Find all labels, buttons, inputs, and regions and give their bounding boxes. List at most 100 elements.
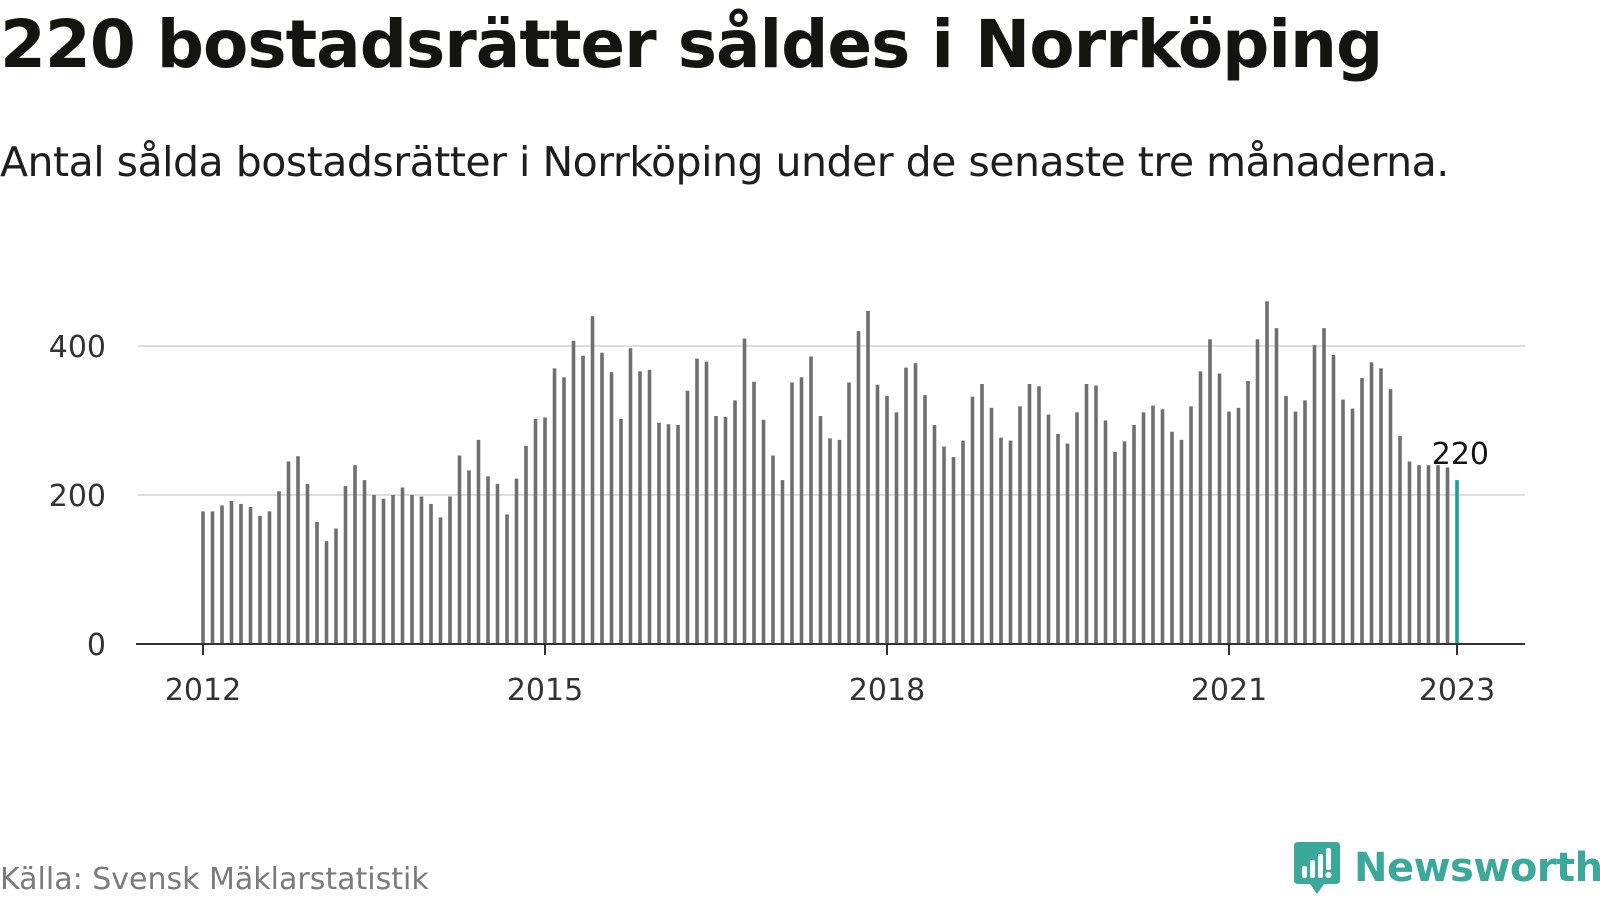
bar [1331, 354, 1336, 644]
bar [809, 356, 813, 644]
bar [239, 503, 243, 644]
bar [1274, 328, 1279, 644]
bar [1426, 465, 1431, 644]
y-tick-label: 400 [49, 330, 106, 365]
bar [1217, 373, 1222, 644]
bar [913, 363, 918, 644]
bar [581, 355, 585, 644]
bar [799, 377, 804, 644]
bar [1208, 339, 1212, 644]
bar [780, 480, 785, 644]
bar [1360, 378, 1364, 644]
bar [267, 511, 272, 644]
bar [714, 416, 718, 644]
bar [866, 310, 870, 644]
bar [562, 377, 566, 644]
bar [1246, 381, 1250, 644]
bar [400, 487, 405, 644]
bar [704, 361, 709, 644]
bar [1179, 439, 1184, 644]
brand-logo: Newsworthy [1292, 840, 1600, 896]
bar [1065, 443, 1070, 644]
bar [609, 372, 614, 644]
bar [1265, 301, 1269, 644]
brand-name: Newsworthy [1354, 845, 1600, 891]
x-tick-label: 2021 [1191, 673, 1267, 708]
bar [1398, 436, 1402, 644]
bar [1037, 386, 1041, 644]
bar [1293, 411, 1298, 644]
bar [828, 438, 832, 644]
bar [961, 440, 965, 644]
bar [638, 371, 642, 644]
bar [229, 500, 234, 644]
bar [1303, 400, 1307, 644]
bar [1141, 412, 1146, 644]
bar [372, 495, 376, 644]
x-tick-label: 2015 [507, 673, 583, 708]
bar [1407, 461, 1412, 644]
bar [1322, 328, 1326, 644]
bar [894, 412, 899, 644]
y-tick-label: 0 [87, 628, 106, 663]
bar [590, 316, 595, 644]
bar [1008, 440, 1013, 644]
bar-chart: 0 200 400 2012 2015 2018 2021 2023 220 [49, 301, 1525, 708]
newsworthy-logo-icon [1294, 842, 1340, 894]
bar [1341, 399, 1345, 644]
bar [495, 483, 500, 644]
bar [448, 496, 452, 644]
bar [1369, 362, 1374, 644]
bar [875, 384, 880, 644]
bar [885, 395, 889, 644]
bar [923, 395, 927, 644]
bar [1312, 345, 1317, 644]
bar [999, 437, 1003, 644]
bar [296, 456, 300, 644]
bar [752, 381, 756, 644]
bar [676, 424, 680, 644]
bar [334, 528, 338, 644]
bar [619, 419, 623, 644]
bar [1417, 465, 1421, 644]
bar [1170, 431, 1174, 644]
bar [1388, 389, 1393, 644]
bar [258, 515, 262, 644]
bar [210, 511, 215, 644]
bar [391, 495, 395, 644]
bar [324, 541, 329, 644]
bar [1084, 383, 1089, 644]
bar [685, 390, 690, 644]
bar [419, 496, 424, 644]
bar [723, 416, 728, 644]
bar [457, 455, 462, 644]
chart-title: 220 bostadsrätter såldes i Norrköping [0, 6, 1383, 83]
bar [942, 446, 946, 644]
bar [1255, 339, 1260, 644]
bar [1284, 395, 1288, 644]
bar [1027, 383, 1032, 644]
bar [486, 476, 490, 644]
bar [362, 480, 367, 644]
bar [1094, 385, 1098, 644]
bar [970, 396, 975, 644]
bar [733, 400, 737, 644]
bar [343, 486, 348, 644]
bar [505, 514, 509, 644]
bar [856, 331, 861, 644]
bar [1113, 451, 1117, 644]
bar [514, 478, 519, 644]
last-value-label: 220 [1432, 437, 1489, 472]
bar [790, 382, 794, 644]
bar [1198, 371, 1203, 644]
bar [980, 383, 984, 644]
bar [438, 517, 443, 644]
bar [571, 340, 576, 644]
source-note: Källa: Svensk Mäklarstatistik [0, 862, 429, 897]
bar [628, 348, 633, 644]
bar [410, 495, 414, 644]
bar [771, 455, 775, 644]
chart-subtitle: Antal sålda bostadsrätter i Norrköping u… [0, 138, 1449, 186]
x-tick-label: 2023 [1419, 673, 1495, 708]
bar [1445, 467, 1450, 644]
